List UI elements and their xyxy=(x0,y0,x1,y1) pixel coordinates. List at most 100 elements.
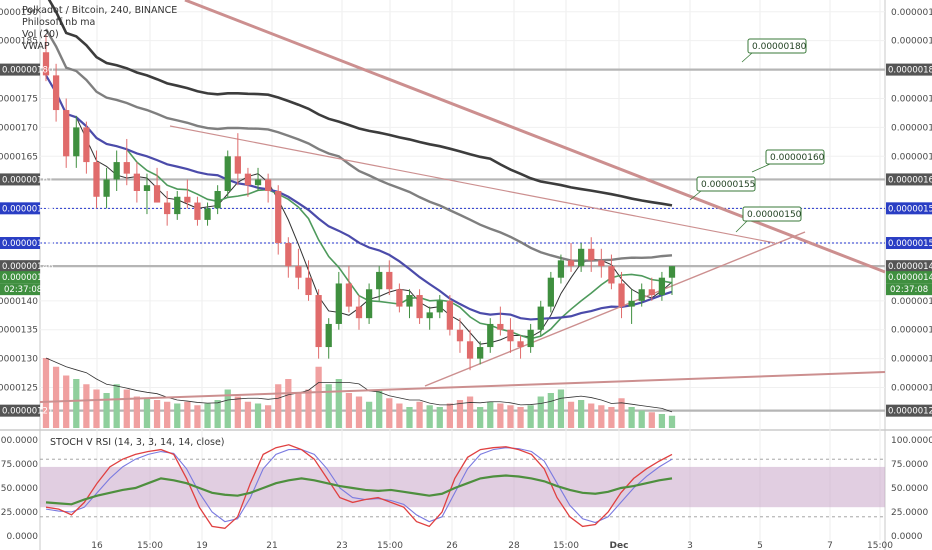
stoch-tick-right-4: 0.0000 xyxy=(891,532,923,542)
candle-body-60 xyxy=(648,289,655,296)
candle-body-59 xyxy=(638,289,645,301)
callout-box-0 xyxy=(747,38,807,54)
price-tick-left-4: 0.00000170 xyxy=(0,123,38,133)
candle-body-55 xyxy=(598,260,605,267)
price-tick-right-12: 0.00000130 xyxy=(891,355,932,365)
x-tick-12: 7 xyxy=(827,541,833,550)
volume-bar-7 xyxy=(113,384,120,428)
volume-bar-17 xyxy=(214,400,221,428)
volume-bar-27 xyxy=(315,366,322,428)
price-callouts[interactable]: 0.00000180 0.00000160 0.00000155 0.00000150 xyxy=(689,38,825,233)
candle-body-40 xyxy=(446,300,454,330)
callout-box-2 xyxy=(696,176,756,192)
legend-title: Polkadot / Bitcoin, 240, BINANCE xyxy=(22,5,177,16)
candle-body-56 xyxy=(608,266,615,284)
candle-body-14 xyxy=(184,196,191,203)
volume-bar-61 xyxy=(658,414,666,428)
volume-bar-42 xyxy=(466,396,474,428)
stoch-d-line xyxy=(45,447,673,524)
volume-ma-line xyxy=(45,357,673,413)
volume-bar-0 xyxy=(42,358,50,428)
callout-text-3: 0.00000150 xyxy=(747,210,802,220)
x-tick-6: 26 xyxy=(446,541,458,550)
price-badge-left-3 xyxy=(0,237,40,250)
candle-body-43 xyxy=(477,347,484,359)
callout-box-1 xyxy=(765,149,825,165)
candle-body-58 xyxy=(628,300,635,307)
candle-body-29 xyxy=(335,283,342,324)
candle-body-42 xyxy=(466,341,474,359)
x-tick-13: 15:00 xyxy=(867,541,893,550)
x-tick-2: 19 xyxy=(196,541,208,550)
stoch-tick-left-0: 100.0000 xyxy=(0,436,38,446)
callout-pointer-1 xyxy=(751,163,771,173)
volume-bar-56 xyxy=(608,407,615,428)
candle-body-4 xyxy=(83,127,90,163)
volume-bar-57 xyxy=(618,398,625,428)
price-tick-left-5: 0.00000165 xyxy=(0,152,38,162)
volume-bar-5 xyxy=(93,389,100,428)
candle-body-8 xyxy=(123,162,130,174)
x-tick-10: 3 xyxy=(687,541,693,550)
volume-bar-33 xyxy=(376,389,383,428)
volume-bar-52 xyxy=(567,401,575,428)
candle-body-18 xyxy=(224,156,231,191)
candle-body-15 xyxy=(194,202,201,220)
countdown-text-left: 02:37:08 xyxy=(4,285,42,295)
candle-body-35 xyxy=(396,289,403,307)
candle-body-2 xyxy=(63,110,70,157)
stoch-tick-right-1: 75.0000 xyxy=(891,460,928,470)
volume-bar-1 xyxy=(52,366,60,428)
price-badge-right-4 xyxy=(886,260,932,273)
volume-bar-37 xyxy=(416,401,423,428)
x-tick-1: 15:00 xyxy=(137,541,163,550)
candle-body-39 xyxy=(436,300,443,313)
candle-body-46 xyxy=(507,329,514,342)
stoch-tick-left-1: 75.0000 xyxy=(1,460,38,470)
candle-body-20 xyxy=(244,173,252,186)
volume-bar-3 xyxy=(73,379,80,428)
price-tick-right-13: 0.00000125 xyxy=(891,384,932,394)
stoch-band xyxy=(40,466,885,508)
volume-bar-4 xyxy=(83,384,90,428)
ma-blue-line xyxy=(45,74,673,321)
candles xyxy=(42,34,676,371)
callout-pointer-2 xyxy=(689,190,702,201)
trend-lines[interactable] xyxy=(39,0,886,403)
candle-body-13 xyxy=(174,196,181,215)
stoch-tick-right-3: 25.0000 xyxy=(891,508,928,518)
candle-body-61 xyxy=(658,277,666,296)
volume-bar-12 xyxy=(164,401,171,428)
last-price-badge-left xyxy=(0,271,40,284)
price-tick-right-11: 0.00000135 xyxy=(891,326,932,336)
candle-body-33 xyxy=(376,271,383,290)
last-price-text-right: 0.00000146 xyxy=(888,273,932,283)
volume-bar-16 xyxy=(204,403,211,428)
candle-body-34 xyxy=(386,271,393,290)
price-tick-left-13: 0.00000125 xyxy=(0,384,38,394)
trendline-major-down xyxy=(184,0,886,274)
candle-body-53 xyxy=(577,248,585,267)
legend-line-0: Philosoff nb ma xyxy=(22,17,95,28)
candle-body-50 xyxy=(547,277,554,307)
candle-body-11 xyxy=(153,185,161,203)
x-tick-4: 23 xyxy=(336,541,347,550)
volume-bar-39 xyxy=(436,407,443,428)
stoch-panel xyxy=(40,444,885,530)
callout-text-1: 0.00000160 xyxy=(770,153,825,163)
volume-bar-24 xyxy=(285,379,292,428)
price-badge-right-2 xyxy=(886,202,932,215)
stoch-tick-right-2: 50.0000 xyxy=(891,484,928,494)
volume-bar-55 xyxy=(598,405,605,428)
candle-body-0 xyxy=(42,52,50,76)
volume-bar-29 xyxy=(335,379,342,428)
stoch-rsi-line xyxy=(45,474,673,506)
candle-body-62 xyxy=(668,266,676,278)
price-badge-text-left-2: 0.00000156 xyxy=(2,204,53,214)
candle-body-9 xyxy=(133,173,141,191)
candle-body-25 xyxy=(295,266,302,278)
